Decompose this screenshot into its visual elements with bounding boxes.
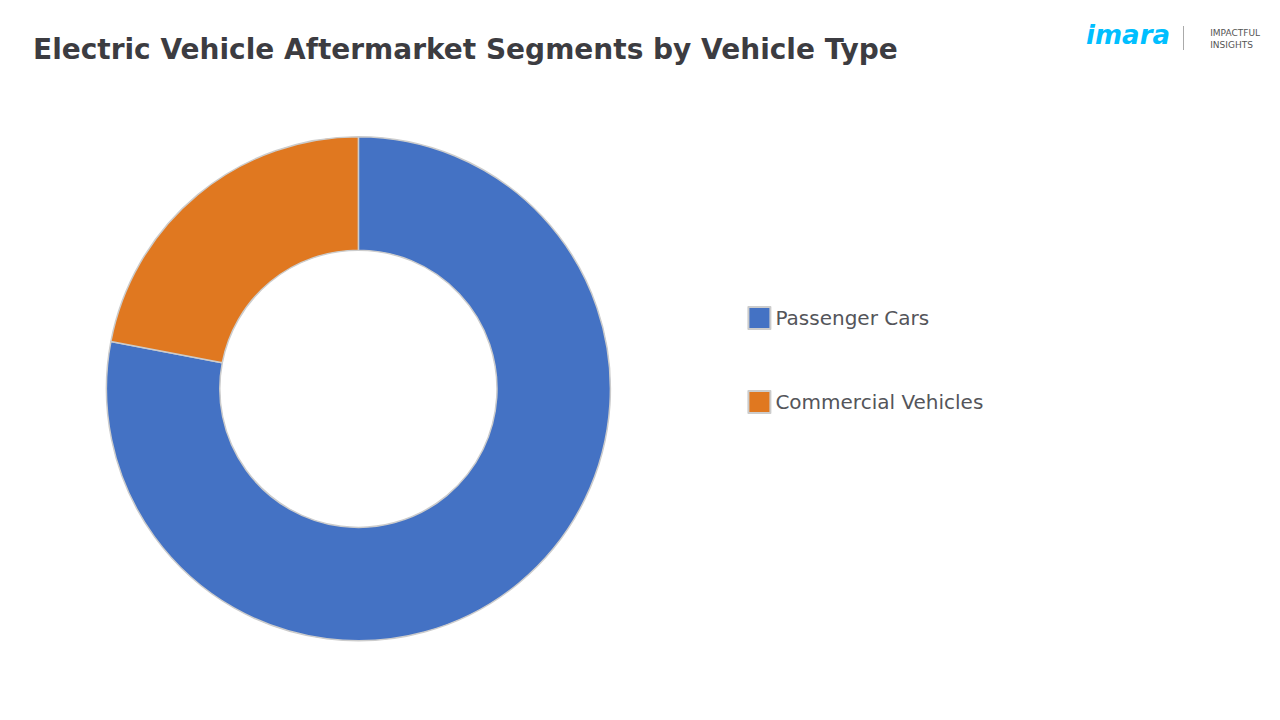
svg-text:Commercial Vehicles: Commercial Vehicles bbox=[775, 390, 983, 414]
svg-text:Passenger Cars: Passenger Cars bbox=[775, 306, 929, 330]
svg-text:Electric Vehicle Aftermarket S: Electric Vehicle Aftermarket Segments by… bbox=[33, 33, 898, 66]
svg-text:INSIGHTS: INSIGHTS bbox=[1210, 40, 1253, 50]
svg-text:IMPACTFUL: IMPACTFUL bbox=[1210, 28, 1260, 38]
svg-text:imara: imara bbox=[1086, 20, 1170, 50]
